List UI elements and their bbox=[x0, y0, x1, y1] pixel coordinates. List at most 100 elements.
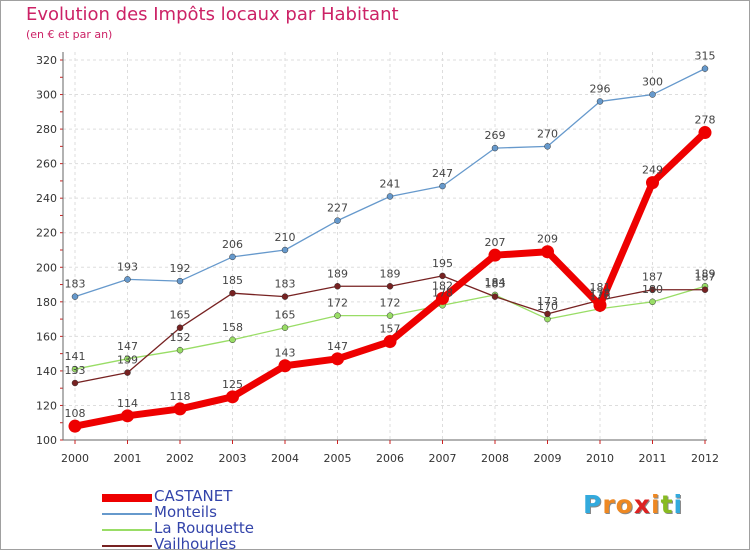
data-point bbox=[701, 286, 709, 293]
data-label: 278 bbox=[695, 114, 716, 127]
legend-swatch bbox=[102, 545, 152, 547]
data-label: 187 bbox=[695, 271, 716, 284]
data-point bbox=[698, 126, 712, 140]
legend-label: Monteils bbox=[154, 503, 217, 521]
data-label: 189 bbox=[327, 267, 348, 280]
legend-label: Vailhourles bbox=[154, 535, 237, 553]
data-point bbox=[176, 324, 184, 331]
data-label: 269 bbox=[485, 129, 506, 142]
data-point bbox=[71, 379, 79, 387]
x-tick-label: 2000 bbox=[61, 452, 89, 465]
x-tick-label: 2008 bbox=[481, 452, 509, 465]
data-label: 210 bbox=[275, 231, 296, 244]
x-tick-label: 2001 bbox=[114, 452, 142, 465]
data-point bbox=[436, 291, 449, 305]
data-point bbox=[701, 65, 709, 72]
data-point bbox=[71, 293, 79, 300]
data-point bbox=[334, 312, 341, 319]
data-point bbox=[386, 312, 394, 319]
data-label: 241 bbox=[380, 177, 401, 190]
y-tick-label: 300 bbox=[36, 89, 57, 102]
data-label: 192 bbox=[170, 262, 191, 275]
data-point bbox=[173, 402, 187, 416]
data-label: 184 bbox=[485, 276, 506, 289]
x-tick-label: 2002 bbox=[166, 452, 194, 465]
data-label: 114 bbox=[117, 397, 138, 410]
data-label: 139 bbox=[117, 354, 138, 367]
logo-letter: i bbox=[673, 490, 684, 519]
y-tick-label: 140 bbox=[36, 365, 57, 378]
data-label: 207 bbox=[485, 236, 506, 249]
x-tick-label: 2011 bbox=[639, 452, 667, 465]
y-tick-label: 100 bbox=[36, 434, 57, 447]
data-label: 143 bbox=[275, 347, 296, 360]
data-label: 170 bbox=[537, 300, 558, 313]
x-tick-label: 2010 bbox=[586, 452, 614, 465]
data-label: 118 bbox=[170, 390, 191, 403]
x-tick-label: 2004 bbox=[271, 452, 299, 465]
data-point bbox=[176, 346, 184, 354]
data-label: 172 bbox=[380, 297, 401, 310]
data-point bbox=[124, 369, 131, 376]
data-point bbox=[649, 286, 656, 293]
legend-label: CASTANET bbox=[154, 487, 233, 505]
data-label: 172 bbox=[327, 297, 348, 310]
data-point bbox=[281, 246, 289, 254]
data-point bbox=[439, 182, 446, 190]
data-point bbox=[124, 276, 131, 283]
data-label: 165 bbox=[170, 309, 191, 322]
y-tick-label: 220 bbox=[36, 227, 57, 240]
y-tick-label: 180 bbox=[36, 296, 57, 309]
x-tick-label: 2003 bbox=[219, 452, 247, 465]
logo-letter: o bbox=[615, 490, 634, 519]
data-label: 300 bbox=[642, 76, 663, 89]
legend-swatch bbox=[102, 513, 152, 515]
y-tick-label: 200 bbox=[36, 261, 57, 274]
chart-subtitle: (en € et par an) bbox=[26, 28, 113, 41]
data-point bbox=[439, 272, 446, 280]
y-tick-label: 260 bbox=[36, 158, 57, 171]
data-point bbox=[649, 91, 656, 98]
data-point bbox=[176, 277, 184, 285]
data-point bbox=[229, 336, 236, 344]
logo-letter: P bbox=[583, 490, 603, 519]
data-point bbox=[488, 248, 502, 262]
legend-swatch bbox=[102, 529, 152, 531]
data-point bbox=[331, 352, 344, 366]
data-label: 152 bbox=[170, 331, 191, 344]
data-label: 195 bbox=[432, 257, 453, 270]
data-label: 249 bbox=[642, 164, 663, 177]
data-label: 147 bbox=[117, 340, 138, 353]
data-label: 315 bbox=[695, 50, 716, 63]
y-tick-label: 120 bbox=[36, 399, 57, 412]
data-label: 157 bbox=[380, 323, 401, 336]
data-point bbox=[226, 390, 239, 404]
data-label: 187 bbox=[642, 271, 663, 284]
data-label: 206 bbox=[222, 238, 243, 251]
data-point bbox=[491, 293, 499, 300]
data-point bbox=[593, 298, 607, 312]
x-tick-label: 2007 bbox=[429, 452, 457, 465]
data-label: 125 bbox=[222, 378, 243, 391]
data-point bbox=[491, 144, 499, 152]
data-point bbox=[544, 310, 551, 318]
data-point bbox=[229, 253, 236, 261]
data-point bbox=[124, 355, 131, 363]
legend-label: La Rouquette bbox=[154, 519, 254, 537]
data-point bbox=[386, 283, 394, 290]
x-tick-label: 2005 bbox=[324, 452, 352, 465]
data-label: 108 bbox=[65, 407, 86, 420]
data-label: 181 bbox=[590, 281, 611, 294]
data-point bbox=[541, 245, 554, 259]
data-label: 296 bbox=[590, 82, 611, 95]
data-point bbox=[229, 289, 236, 297]
legend-swatch bbox=[102, 494, 152, 502]
data-point bbox=[646, 176, 659, 190]
data-label: 182 bbox=[432, 279, 453, 292]
data-label: 183 bbox=[485, 278, 506, 291]
data-point bbox=[334, 283, 341, 290]
data-label: 158 bbox=[222, 321, 243, 334]
data-point bbox=[596, 98, 604, 105]
data-label: 183 bbox=[65, 278, 86, 291]
